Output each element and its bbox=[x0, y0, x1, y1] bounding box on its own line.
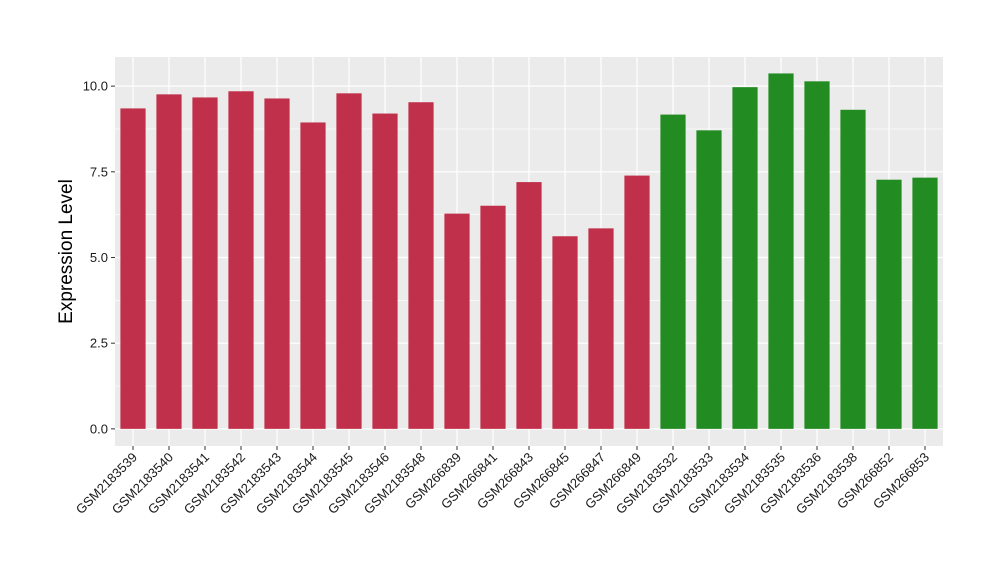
y-tick-label: 7.5 bbox=[90, 164, 108, 179]
y-tick-label: 2.5 bbox=[90, 336, 108, 351]
bar bbox=[768, 73, 794, 429]
bar bbox=[588, 228, 614, 429]
bar bbox=[696, 130, 722, 429]
bar bbox=[264, 98, 290, 429]
bar-series bbox=[120, 73, 938, 429]
y-tick-label: 5.0 bbox=[90, 250, 108, 265]
bar bbox=[300, 122, 326, 429]
y-tick-label: 0.0 bbox=[90, 421, 108, 436]
bar bbox=[552, 236, 578, 429]
bar bbox=[120, 108, 146, 429]
bar bbox=[660, 114, 686, 429]
y-axis: 0.0 2.5 5.0 7.5 10.0 bbox=[83, 79, 115, 436]
bar bbox=[732, 87, 758, 429]
bar bbox=[444, 213, 470, 429]
y-axis-label: Expression Level bbox=[56, 179, 77, 324]
bar bbox=[516, 182, 542, 429]
bar bbox=[156, 94, 182, 429]
bar bbox=[228, 91, 254, 429]
bar bbox=[372, 113, 398, 429]
bar bbox=[336, 93, 362, 429]
y-tick-label: 10.0 bbox=[83, 79, 108, 94]
bar bbox=[192, 97, 218, 429]
bar bbox=[840, 109, 866, 429]
x-tick-label: GSM2183539 bbox=[73, 450, 140, 517]
bar bbox=[408, 102, 434, 429]
bar bbox=[804, 81, 830, 429]
bar bbox=[624, 175, 650, 429]
bar bbox=[876, 179, 902, 429]
bar bbox=[480, 205, 506, 429]
x-axis: GSM2183539GSM2183540GSM2183541GSM2183542… bbox=[73, 446, 932, 517]
bar bbox=[912, 177, 938, 429]
